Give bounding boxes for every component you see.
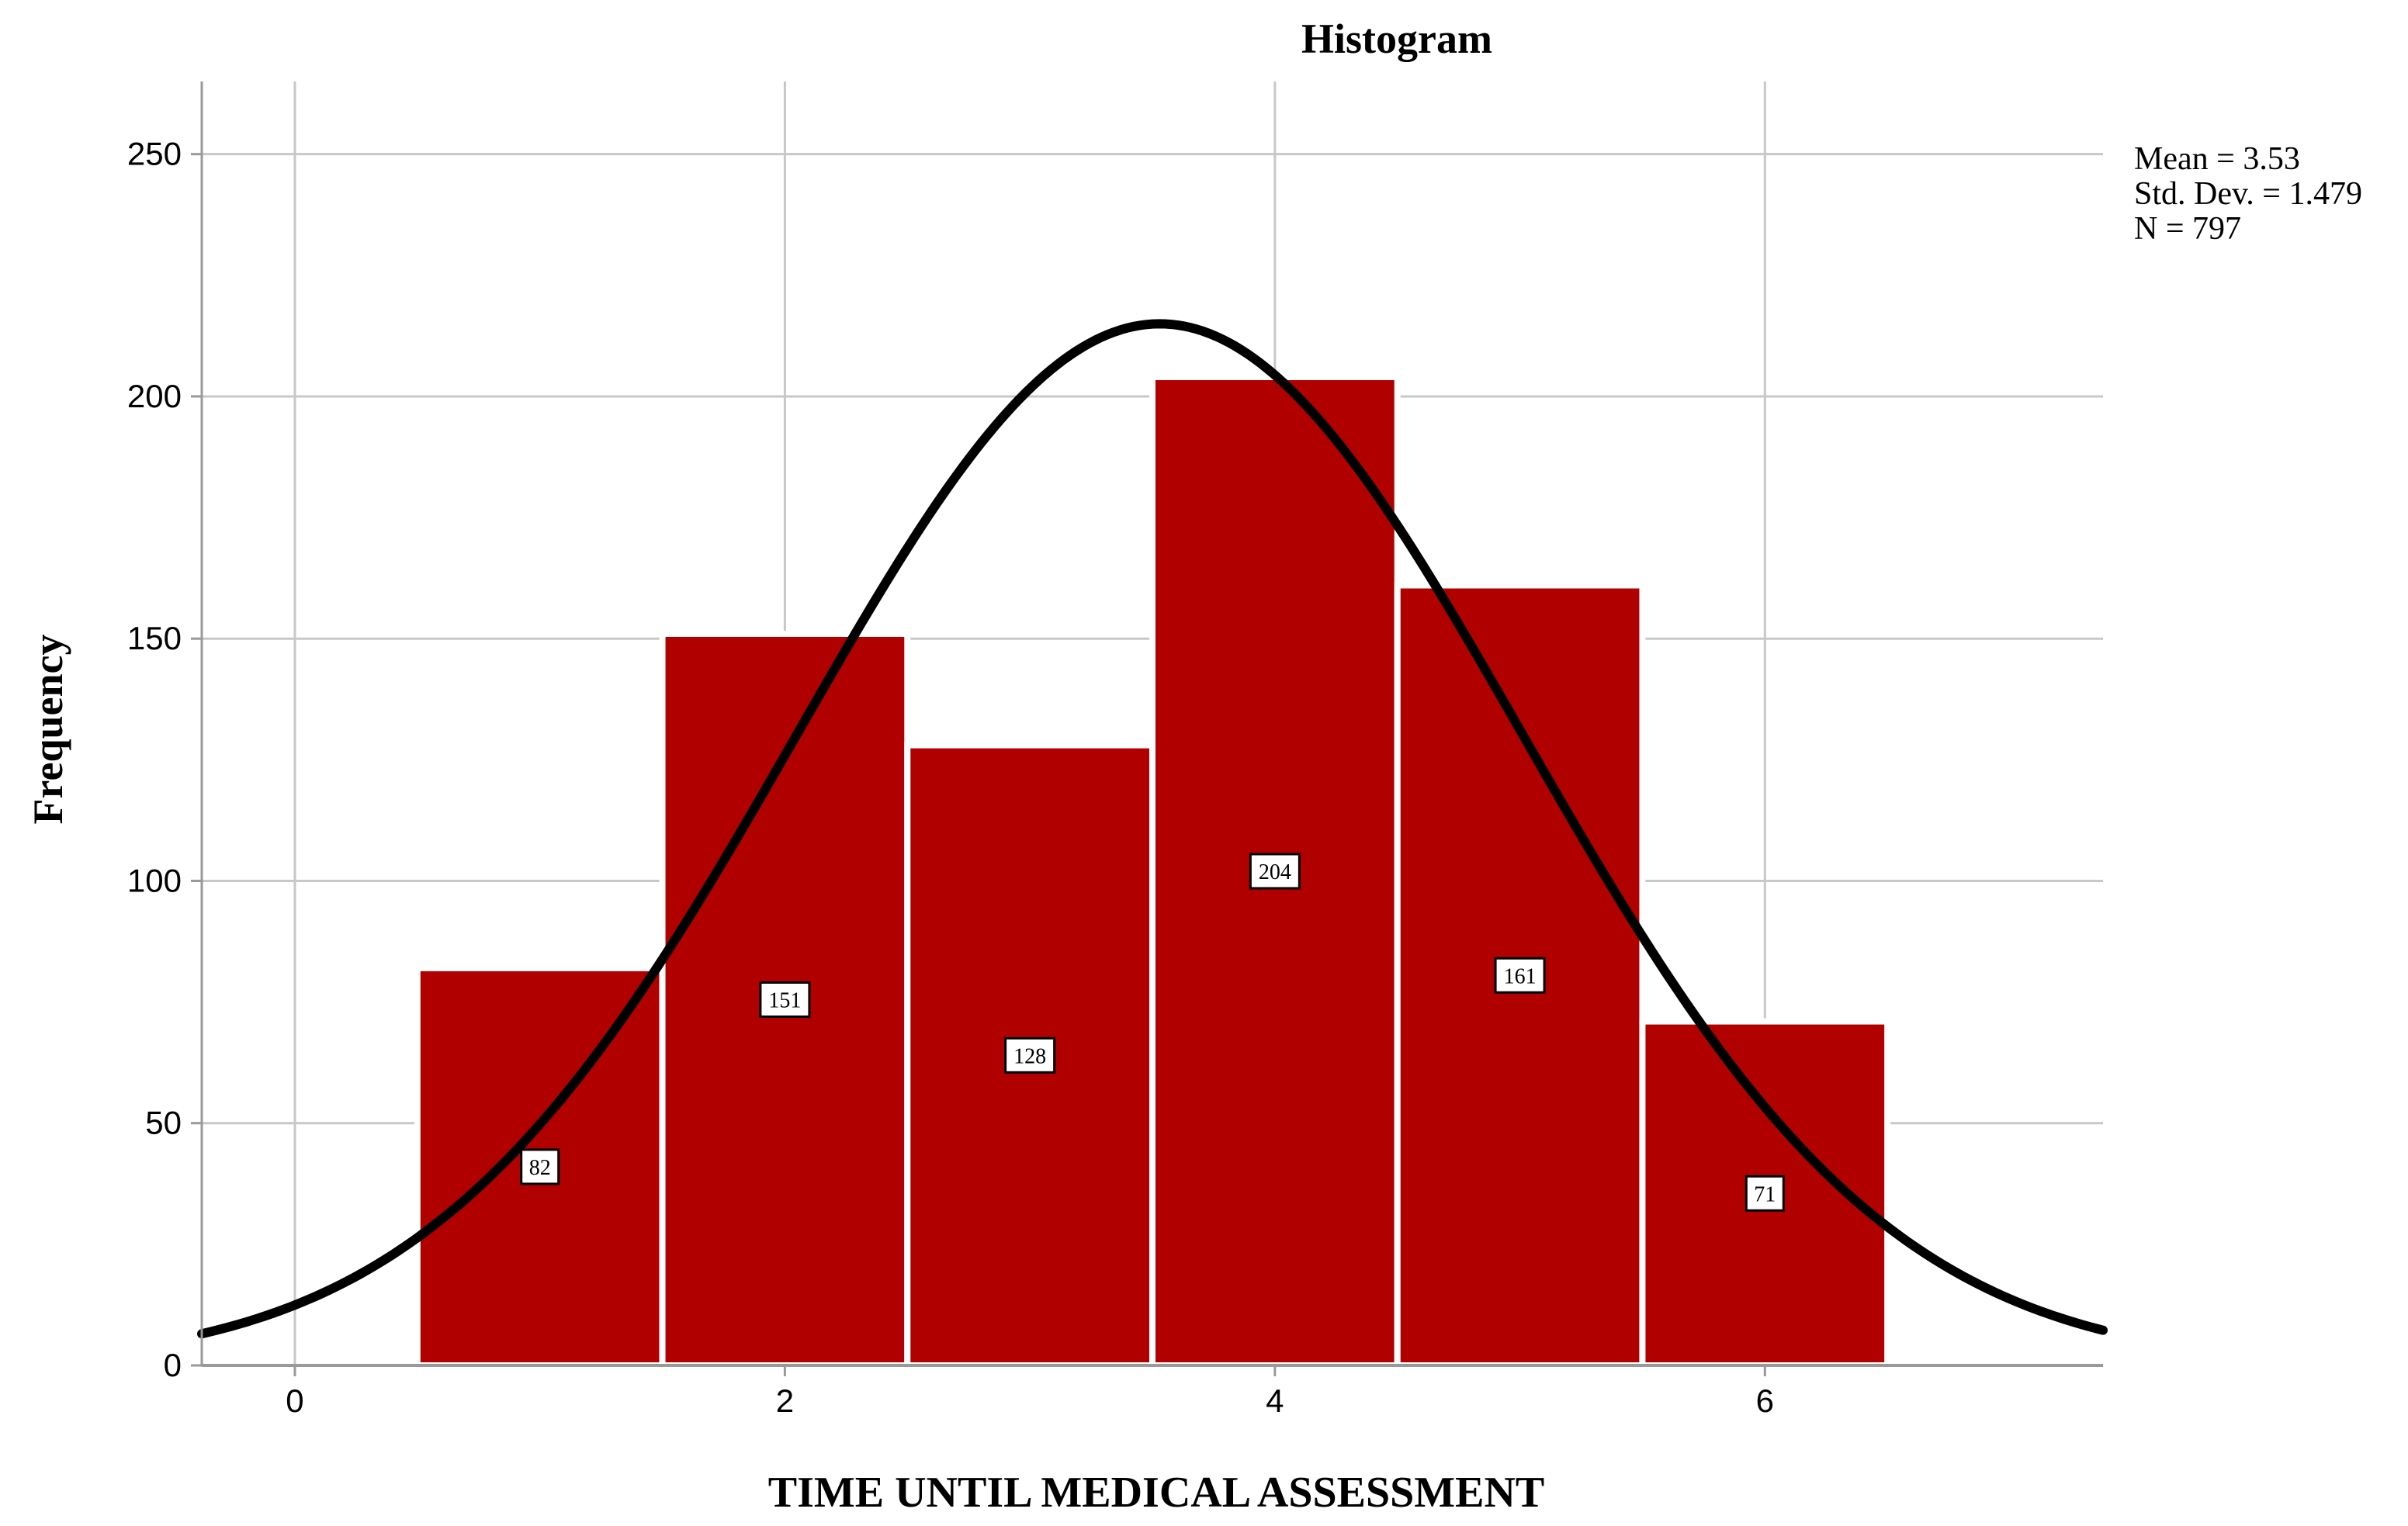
stats-std-dev: Std. Dev. = 1.479	[2134, 176, 2362, 212]
data-label-text-3: 128	[1013, 1044, 1046, 1068]
data-label-2: 151	[759, 981, 811, 1018]
x-tick-label-0: 0	[286, 1382, 303, 1419]
x-tick-label-2: 4	[1266, 1382, 1284, 1419]
bar-data-labels: 82 151 128 204 161 71	[520, 853, 1785, 1212]
data-label-6: 71	[1745, 1175, 1785, 1212]
stats-mean: Mean = 3.53	[2134, 141, 2300, 177]
normal-curve-layer	[197, 319, 2108, 1339]
data-label-4: 204	[1249, 853, 1301, 890]
stats-n: N = 797	[2134, 211, 2241, 247]
statistics-legend: Mean = 3.53 Std. Dev. = 1.479 N = 797	[2134, 141, 2362, 247]
data-label-text-1: 82	[529, 1156, 551, 1180]
y-axis-label: Frequency	[25, 635, 71, 825]
data-label-box-5	[1494, 957, 1546, 994]
x-tick-label-1: 2	[776, 1382, 794, 1419]
y-tick-label-4: 200	[127, 378, 182, 414]
data-label-5: 161	[1494, 957, 1546, 994]
data-label-box-6	[1745, 1175, 1785, 1212]
normal-curve	[197, 319, 2108, 1339]
y-tick-label-0: 0	[164, 1347, 182, 1383]
data-label-box-2	[759, 981, 811, 1018]
data-label-3: 128	[1004, 1036, 1056, 1074]
data-label-box-1	[520, 1148, 560, 1185]
tick-labels: 0 50 100 150 200 250 0 2 4 6	[127, 136, 1774, 1419]
x-axis-label: TIME UNTIL MEDICAL ASSESSMENT	[768, 1469, 1545, 1517]
data-label-text-5: 161	[1504, 964, 1537, 988]
y-tick-label-3: 150	[127, 620, 182, 656]
data-label-text-2: 151	[768, 988, 801, 1012]
data-label-box-3	[1004, 1036, 1056, 1074]
x-tick-label-3: 6	[1756, 1382, 1774, 1419]
data-label-box-4	[1249, 853, 1301, 890]
data-label-1: 82	[520, 1148, 560, 1185]
histogram-bar-3	[904, 742, 1155, 1369]
data-label-text-4: 204	[1259, 860, 1291, 884]
data-label-text-6: 71	[1754, 1182, 1776, 1206]
y-tick-label-5: 250	[127, 136, 182, 172]
y-tick-label-1: 50	[145, 1105, 182, 1141]
axes	[200, 81, 2103, 1367]
chart-title: Histogram	[1301, 16, 1492, 62]
y-tick-label-2: 100	[127, 862, 182, 898]
